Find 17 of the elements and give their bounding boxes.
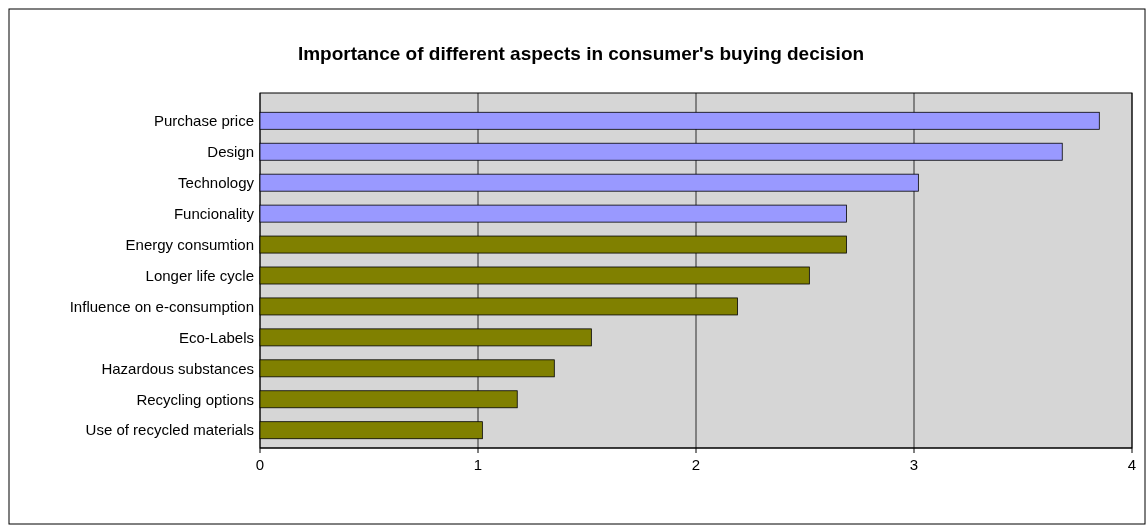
y-tick-label: Use of recycled materials [85, 421, 254, 439]
y-tick-label: Technology [178, 173, 255, 191]
y-tick-label: Longer life cycle [145, 266, 254, 284]
x-tick-label: 4 [1127, 456, 1137, 473]
x-tick-label: 0 [255, 456, 265, 473]
y-tick-label: Purchase price [153, 112, 254, 130]
y-tick-label: Recycling options [136, 390, 254, 408]
x-tick-label: 1 [473, 456, 483, 473]
y-tick-label: Energy consumtion [125, 235, 254, 253]
x-tick-label: 3 [909, 456, 919, 473]
x-tick-label: 2 [691, 456, 701, 473]
y-tick-label: Influence on e-consumption [69, 297, 254, 315]
y-tick-label: Hazardous substances [101, 359, 254, 377]
y-tick-label: Funcionality [173, 204, 255, 222]
chart-title: Importance of different aspects in consumer's buying decision [297, 43, 865, 64]
y-tick-label: Eco-Labels [178, 328, 254, 346]
y-tick-label: Design [207, 142, 254, 160]
